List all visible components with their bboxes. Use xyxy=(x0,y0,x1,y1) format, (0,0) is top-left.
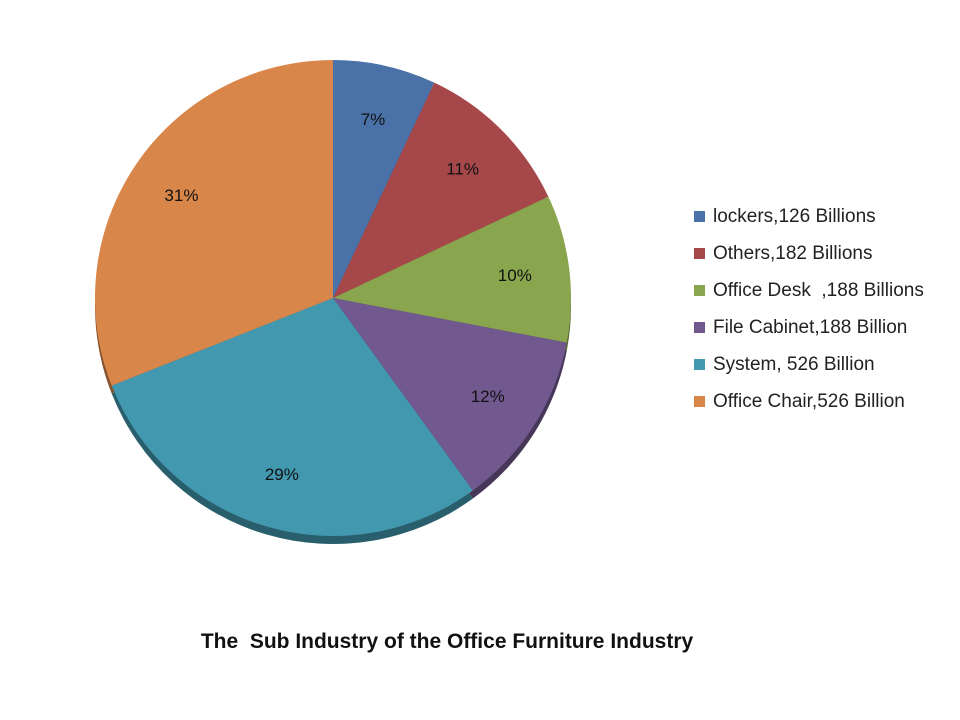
pie-labels: 7% 11% 10% 12% 29% 31% xyxy=(164,110,531,484)
slice-label-lockers: 7% xyxy=(361,110,386,129)
legend-item-file-cabinet: File Cabinet,188 Billion xyxy=(694,309,924,346)
legend-swatch-office-chair xyxy=(694,396,705,407)
slice-label-file-cabinet: 12% xyxy=(471,387,505,406)
legend-swatch-office-desk xyxy=(694,285,705,296)
pie-slice-lockers xyxy=(333,60,435,298)
pie-slice-office-chair xyxy=(94,60,333,386)
pie-slice-file-cabinet xyxy=(333,298,567,491)
legend-label-lockers: lockers,126 Billions xyxy=(713,205,876,227)
legend-item-office-desk: Office Desk ,188 Billions xyxy=(694,272,924,309)
slice-label-office-chair: 31% xyxy=(164,186,198,205)
legend-label-office-desk: Office Desk ,188 Billions xyxy=(713,279,924,301)
legend-item-office-chair: Office Chair,526 Billion xyxy=(694,383,924,420)
legend-label-office-chair: Office Chair,526 Billion xyxy=(713,390,905,412)
chart-title: The Sub Industry of the Office Furniture… xyxy=(200,630,694,653)
slice-label-system: 29% xyxy=(265,465,299,484)
legend-label-system: System, 526 Billion xyxy=(713,353,875,375)
legend-label-file-cabinet: File Cabinet,188 Billion xyxy=(713,316,908,338)
legend-swatch-system xyxy=(694,359,705,370)
legend-swatch-file-cabinet xyxy=(694,322,705,333)
legend-item-lockers: lockers,126 Billions xyxy=(694,198,924,235)
pie-slice-others xyxy=(333,82,549,299)
slice-label-office-desk: 10% xyxy=(498,266,532,285)
legend-item-system: System, 526 Billion xyxy=(694,346,924,383)
legend-label-others: Others,182 Billions xyxy=(713,242,873,264)
legend-item-others: Others,182 Billions xyxy=(694,235,924,272)
chart-legend: lockers,126 Billions Others,182 Billions O… xyxy=(694,198,924,420)
legend-swatch-others xyxy=(694,248,705,259)
pie-slice-system xyxy=(111,298,473,536)
pie-slice-office-desk xyxy=(333,196,571,343)
pie-slices xyxy=(94,60,571,536)
legend-swatch-lockers xyxy=(694,211,705,222)
slice-label-others: 11% xyxy=(446,159,479,178)
